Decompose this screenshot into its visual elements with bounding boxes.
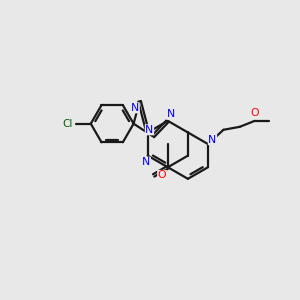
Text: Cl: Cl xyxy=(62,119,73,129)
Text: N: N xyxy=(142,157,150,167)
Text: O: O xyxy=(158,170,166,180)
Text: N: N xyxy=(131,103,139,113)
Text: N: N xyxy=(145,125,154,135)
Text: O: O xyxy=(250,108,259,118)
Text: N: N xyxy=(208,135,217,145)
Text: N: N xyxy=(167,109,175,119)
